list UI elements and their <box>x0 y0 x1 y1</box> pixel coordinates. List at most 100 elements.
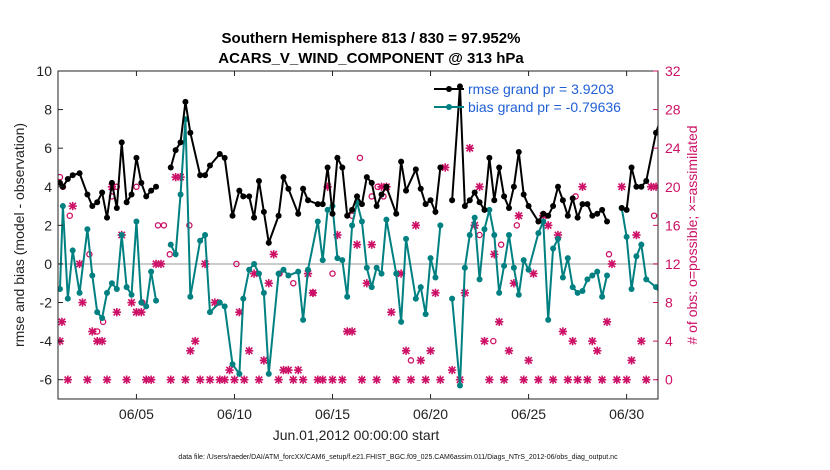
bias-point <box>334 255 341 262</box>
bias-point <box>643 276 650 283</box>
bias-point <box>559 274 566 281</box>
obs-assimilated-marker <box>63 375 72 384</box>
obs-assimilated-marker <box>563 375 572 384</box>
rmse-point <box>344 212 351 219</box>
obs-assimilated-marker <box>328 375 337 384</box>
y-axis-left: -6 -4 -2 0 2 4 6 8 10 <box>36 63 63 388</box>
obs-assimilated-marker <box>431 288 440 298</box>
x-tick-label: 06/25 <box>511 406 546 422</box>
rmse-point <box>569 195 576 202</box>
x-tick-label: 06/30 <box>609 406 644 422</box>
obs-assimilated-marker <box>166 375 175 384</box>
rmse-point <box>491 197 498 204</box>
y-tick-label: 2 <box>44 217 52 233</box>
rmse-point <box>515 149 522 156</box>
bias-point <box>358 218 365 225</box>
rmse-point <box>398 158 405 165</box>
plot-area <box>57 70 659 400</box>
rmse-point <box>638 183 645 190</box>
y2-tick-label: 20 <box>665 179 681 195</box>
obs-assimilated-marker <box>274 375 283 384</box>
obs-possible-marker <box>329 270 336 277</box>
obs-possible-marker <box>233 260 240 268</box>
y2-tick-label: 0 <box>665 372 673 388</box>
bias-point <box>584 276 591 283</box>
bias-point <box>653 284 658 291</box>
bias-point <box>221 303 228 310</box>
obs-assimilated-marker <box>406 375 416 384</box>
obs-assimilated-marker <box>220 375 229 384</box>
bias-point <box>535 230 542 237</box>
obs-assimilated-marker <box>490 250 499 259</box>
bias-point <box>251 260 258 267</box>
obs-assimilated-marker <box>583 375 592 384</box>
rmse-point <box>324 164 331 171</box>
rmse-point <box>104 214 111 221</box>
bias-point <box>280 266 287 273</box>
bias-point <box>255 270 262 277</box>
obs-assimilated-marker <box>612 375 621 384</box>
bias-point <box>229 361 236 368</box>
rmse-point <box>236 187 243 194</box>
obs-assimilated-marker <box>480 336 489 346</box>
rmse-point <box>229 212 236 219</box>
legend-bias-label: bias grand pr = -0.79636 <box>468 99 621 115</box>
bias-point <box>275 270 282 277</box>
rmse-point <box>579 201 586 208</box>
rmse-point <box>138 179 145 186</box>
rmse-point <box>368 179 375 186</box>
obs-assimilated-marker <box>264 279 273 288</box>
obs-assimilated-marker <box>632 230 641 240</box>
rmse-point <box>280 174 287 181</box>
bias-point <box>520 257 527 264</box>
rmse-point <box>505 204 512 211</box>
obs-assimilated-marker <box>156 259 166 269</box>
legend-rmse-label: rmse grand pr = 3.9203 <box>468 81 614 97</box>
obs-assimilated-marker <box>485 375 494 384</box>
bias-point <box>604 272 611 279</box>
bias-point <box>295 268 302 275</box>
rmse-point <box>221 154 228 161</box>
bias-point <box>427 255 434 262</box>
rmse-point <box>275 212 282 219</box>
obs-assimilated-marker <box>367 240 376 249</box>
rmse-point <box>172 147 179 154</box>
obs-assimilated-marker <box>509 279 519 288</box>
obs-assimilated-marker <box>338 375 347 384</box>
bias-point <box>133 218 140 225</box>
rmse-point <box>653 129 658 136</box>
obs-assimilated-marker <box>534 375 543 384</box>
rmse-point <box>378 191 385 198</box>
obs-assimilated-marker <box>568 336 577 346</box>
rmse-point <box>456 83 463 90</box>
obs-possible-marker <box>133 183 140 191</box>
rmse-point <box>449 197 456 204</box>
obs-assimilated-marker <box>191 336 200 346</box>
obs-assimilated-marker <box>240 375 249 384</box>
bias-point <box>422 311 429 318</box>
obs-assimilated-marker <box>362 279 371 288</box>
obs-possible-marker <box>490 337 497 345</box>
obs-assimilated-marker <box>524 356 533 365</box>
obs-possible-marker <box>160 222 168 229</box>
rmse-point <box>123 199 130 206</box>
rmse-point <box>559 197 566 204</box>
bias-point <box>148 268 155 275</box>
y2-tick-label: 16 <box>665 217 681 233</box>
rmse-point <box>265 239 272 246</box>
rmse-point <box>461 203 468 210</box>
rmse-point <box>182 98 189 105</box>
obs-assimilated-marker <box>499 375 509 384</box>
bias-point <box>496 289 503 296</box>
obs-assimilated-marker <box>622 375 631 384</box>
rmse-point <box>334 154 341 161</box>
obs-possible-marker <box>407 357 415 364</box>
bias-point <box>456 382 463 389</box>
y2-tick-label: 28 <box>665 102 681 118</box>
rmse-point <box>545 212 552 219</box>
bias-point <box>319 257 326 264</box>
rmse-point <box>363 174 370 181</box>
rmse-point <box>574 214 581 221</box>
obs-assimilated-marker <box>401 346 411 355</box>
bias-series <box>58 116 658 389</box>
